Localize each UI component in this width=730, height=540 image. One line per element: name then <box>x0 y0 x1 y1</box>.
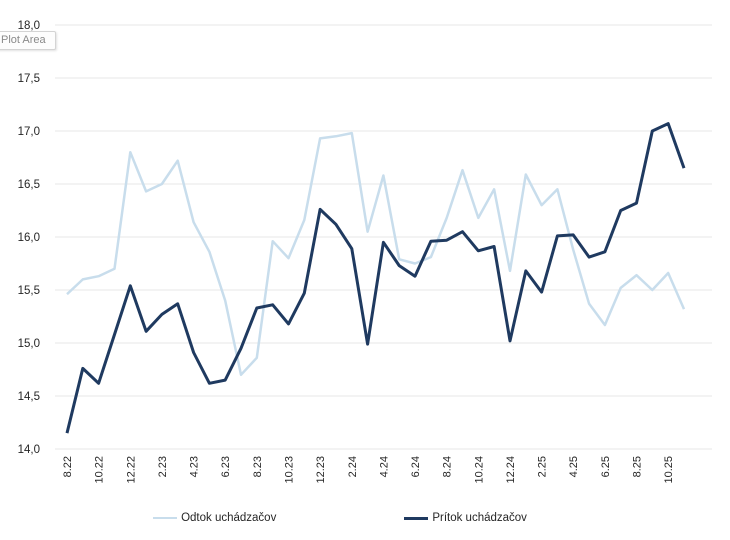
svg-text:15,5: 15,5 <box>18 285 40 297</box>
svg-text:2.23: 2.23 <box>157 456 169 477</box>
svg-text:6.24: 6.24 <box>410 456 422 477</box>
svg-text:4.24: 4.24 <box>378 456 390 477</box>
svg-text:8.22: 8.22 <box>62 456 74 477</box>
svg-text:8.23: 8.23 <box>252 456 264 477</box>
legend-item-pritok[interactable]: Prítok uchádzačov <box>404 512 527 524</box>
svg-text:17,5: 17,5 <box>18 73 40 85</box>
svg-text:14,5: 14,5 <box>18 391 40 403</box>
svg-text:2.24: 2.24 <box>347 456 359 477</box>
svg-text:17,0: 17,0 <box>18 126 40 138</box>
odtok-line-swatch-icon <box>153 517 178 519</box>
svg-text:12.23: 12.23 <box>315 456 327 484</box>
svg-text:16,5: 16,5 <box>18 179 40 191</box>
legend-label-odtok: Odtok uchádzačov <box>181 512 277 524</box>
svg-text:14,0: 14,0 <box>18 444 40 456</box>
legend-label-pritok: Prítok uchádzačov <box>432 512 527 524</box>
plot-area-tooltip: Plot Area <box>0 31 56 50</box>
svg-text:10.25: 10.25 <box>663 456 675 484</box>
svg-text:12.22: 12.22 <box>125 456 137 484</box>
chart-legend: Odtok uchádzačov Prítok uchádzačov <box>0 512 705 524</box>
svg-text:12.24: 12.24 <box>505 456 517 484</box>
svg-text:15,0: 15,0 <box>18 338 40 350</box>
pritok-line-swatch-icon <box>404 516 429 520</box>
svg-text:10.22: 10.22 <box>94 456 106 484</box>
svg-text:6.23: 6.23 <box>220 456 232 477</box>
svg-text:4.23: 4.23 <box>189 456 201 477</box>
svg-text:4.25: 4.25 <box>568 456 580 477</box>
svg-text:10.23: 10.23 <box>283 456 295 484</box>
svg-text:2.25: 2.25 <box>537 456 549 477</box>
svg-text:6.25: 6.25 <box>600 456 612 477</box>
legend-item-odtok[interactable]: Odtok uchádzačov <box>153 512 276 524</box>
svg-text:8.25: 8.25 <box>632 456 644 477</box>
svg-text:8.24: 8.24 <box>442 456 454 477</box>
svg-text:10.24: 10.24 <box>473 456 485 484</box>
svg-text:18,0: 18,0 <box>18 20 40 32</box>
svg-text:16,0: 16,0 <box>18 232 40 244</box>
